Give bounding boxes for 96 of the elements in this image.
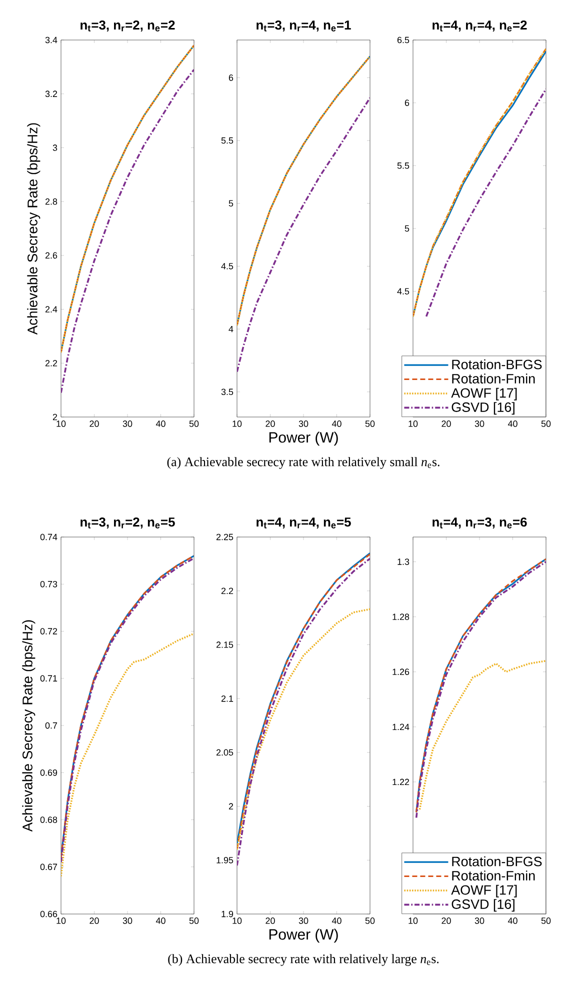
x-tick-label: 10 [408,420,418,427]
x-tick-label: 10 [232,918,242,924]
y-tick-label: 2.2 [45,360,58,366]
line-series [418,660,546,810]
y-tick-label: 5 [228,200,234,207]
x-tick-label: 20 [442,918,451,924]
line-series [237,96,370,373]
y-tick-label: 0.73 [40,580,58,588]
x-tick-label: 30 [122,420,132,427]
y-tick-label: 1.26 [392,668,410,676]
y-tick-label: 4 [228,326,234,332]
text: (b) Achievable secrecy rate with relatively large n$_{e}$s. [168,954,439,966]
y-tick-label: 2.25 [216,534,234,540]
y-tick-label: 2.2 [221,588,234,594]
x-tick-label: 30 [474,420,484,427]
y-tick-label: 6 [228,74,234,81]
x-tick-label: 50 [189,918,199,924]
y-tick-label: 4.5 [397,288,410,294]
y-tick-label: 0.68 [40,816,58,823]
y-tick-label: 5 [404,225,410,232]
legend-label: Rotation-BFGS [452,359,542,370]
y-tick-label: 1.22 [392,778,410,786]
chart-title: n$_{t}$=4, n$_{r}$=4, n$_{e}$=5 [256,518,351,529]
y-tick-label: 1.95 [216,856,234,864]
x-tick-label: 30 [298,420,308,427]
legend-label: GSVD [16] [452,899,514,912]
x-tick-label: 50 [541,420,551,427]
x-tick-label: 20 [266,918,275,924]
y-tick-label: 4.5 [221,263,234,270]
y-tick-label: 0.69 [40,769,58,776]
y-tick-label: 2.1 [221,695,234,702]
line-series [61,44,194,354]
x-tick-label: 40 [156,918,166,924]
x-tick-label: 50 [541,918,551,924]
line-series [61,68,194,394]
x-tick-label: 20 [90,918,99,924]
y-tick-label: 1.3 [398,558,410,565]
y-tick-label: 0.67 [40,864,58,870]
x-tick-label: 50 [365,918,375,924]
y-tick-label: 2.05 [216,749,234,756]
y-tick-label: 5.5 [397,162,410,169]
y-tick-label: 0.71 [40,675,58,682]
x-axis-title: Power (W) [269,928,338,943]
y-axis-title: Achievable Secrecy Rate (bps/Hz) [22,620,36,832]
y-axis-title: Achievable Secrecy Rate (bps/Hz) [27,123,40,335]
x-tick-label: 30 [298,918,308,924]
line-series [425,88,546,318]
y-tick-label: 1.24 [392,724,410,730]
legend-label: Rotation-Fmin [452,374,535,384]
y-tick-label: 0.74 [40,534,58,540]
y-tick-label: 0.72 [40,628,58,634]
x-tick-label: 50 [365,420,375,427]
x-tick-label: 10 [56,420,66,427]
y-tick-label: 3.4 [45,36,58,44]
y-tick-label: 3 [52,144,58,151]
x-tick-label: 30 [122,918,132,924]
x-tick-label: 40 [332,918,342,924]
chart-title: n$_{t}$=4, n$_{r}$=3, n$_{e}$=6 [432,517,527,529]
legend-label: Rotation-BFGS [452,856,542,866]
chart-title: n$_{t}$=3, n$_{r}$=2, n$_{e}$=5 [80,517,175,529]
x-tick-label: 40 [156,420,166,427]
x-tick-label: 30 [474,918,484,924]
chart-title: n$_{t}$=4, n$_{r}$=4, n$_{e}$=2 [432,20,527,32]
y-tick-label: 2.15 [216,642,234,648]
x-tick-label: 40 [508,918,518,924]
text: (a) Achievable secrecy rate with relatively small n$_{e}$s. [167,457,440,469]
y-tick-label: 1.9 [222,910,234,918]
legend-label: Rotation-Fmin [452,870,535,880]
x-tick-label: 20 [266,420,275,427]
legend-label: GSVD [16] [452,402,514,415]
x-tick-label: 20 [90,420,99,427]
y-tick-label: 0.66 [40,910,58,918]
y-tick-label: 1.28 [392,614,410,620]
x-tick-label: 10 [232,420,242,427]
x-tick-label: 10 [408,918,418,924]
y-tick-label: 2 [52,414,58,420]
x-tick-label: 40 [508,420,518,427]
x-tick-label: 20 [442,420,451,427]
x-axis-title: Power (W) [269,432,338,446]
y-tick-label: 2.6 [45,252,58,259]
legend-label: AOWF [17] [451,388,517,400]
y-tick-label: 2.4 [45,306,58,312]
y-tick-label: 6 [404,100,410,106]
x-tick-label: 10 [56,918,66,924]
y-tick-label: 0.7 [45,722,58,729]
x-tick-label: 50 [189,420,199,427]
chart-title: n$_{t}$=3, n$_{r}$=4, n$_{e}$=1 [256,20,351,32]
legend-label: AOWF [17] [451,884,517,898]
y-tick-label: 3.5 [221,388,234,396]
y-tick-label: 2.8 [45,198,58,205]
y-tick-label: 3.2 [45,90,58,98]
y-tick-label: 2 [228,803,234,810]
chart-title: n$_{t}$=3, n$_{r}$=2, n$_{e}$=2 [80,20,175,32]
x-tick-label: 40 [332,420,342,427]
y-tick-label: 6.5 [397,36,410,44]
y-tick-label: 5.5 [221,137,234,144]
